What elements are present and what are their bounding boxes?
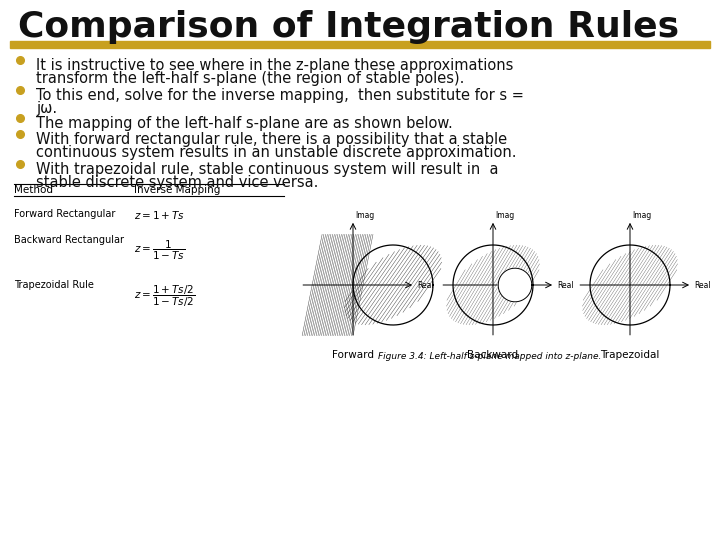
Text: Imag: Imag xyxy=(495,211,514,220)
Text: With forward rectangular rule, there is a possibility that a stable: With forward rectangular rule, there is … xyxy=(36,132,507,147)
Text: Imag: Imag xyxy=(632,211,652,220)
Text: jω.: jω. xyxy=(36,101,57,116)
Text: Real: Real xyxy=(557,280,574,289)
Text: With trapezoidal rule, stable continuous system will result in  a: With trapezoidal rule, stable continuous… xyxy=(36,162,498,177)
Text: Real: Real xyxy=(417,280,433,289)
Text: stable discrete system and vice versa.: stable discrete system and vice versa. xyxy=(36,175,318,190)
Text: Backward Rectangular: Backward Rectangular xyxy=(14,235,124,245)
Text: The mapping of the left-half s-plane are as shown below.: The mapping of the left-half s-plane are… xyxy=(36,116,453,131)
Text: It is instructive to see where in the z-plane these approximations: It is instructive to see where in the z-… xyxy=(36,58,513,73)
Text: $z = \dfrac{1}{1 - Ts}$: $z = \dfrac{1}{1 - Ts}$ xyxy=(134,239,185,262)
Text: Forward Rectangular: Forward Rectangular xyxy=(14,209,115,219)
Text: Imag: Imag xyxy=(355,211,374,220)
Text: To this end, solve for the inverse mapping,  then substitute for s =: To this end, solve for the inverse mappi… xyxy=(36,88,524,103)
Bar xyxy=(10,41,710,48)
Text: transform the left-half s-plane (the region of stable poles).: transform the left-half s-plane (the reg… xyxy=(36,71,464,86)
Text: Trapezoidal: Trapezoidal xyxy=(600,350,660,360)
Text: Real: Real xyxy=(694,280,711,289)
Text: Trapezoidal Rule: Trapezoidal Rule xyxy=(14,280,94,290)
Text: Figure 3.4: Left-half s-plane mapped into z-plane.: Figure 3.4: Left-half s-plane mapped int… xyxy=(378,352,602,361)
Text: continuous system results in an unstable discrete approximation.: continuous system results in an unstable… xyxy=(36,145,516,160)
Text: $z = 1 + Ts$: $z = 1 + Ts$ xyxy=(134,209,185,221)
Polygon shape xyxy=(498,268,532,302)
Text: Method: Method xyxy=(14,185,53,195)
Text: Inverse Mapping: Inverse Mapping xyxy=(134,185,220,195)
Text: Backward: Backward xyxy=(467,350,518,360)
Text: Forward: Forward xyxy=(332,350,374,360)
Text: Comparison of Integration Rules: Comparison of Integration Rules xyxy=(18,10,679,44)
Text: $z = \dfrac{1 + Ts/2}{1 - Ts/2}$: $z = \dfrac{1 + Ts/2}{1 - Ts/2}$ xyxy=(134,284,195,309)
